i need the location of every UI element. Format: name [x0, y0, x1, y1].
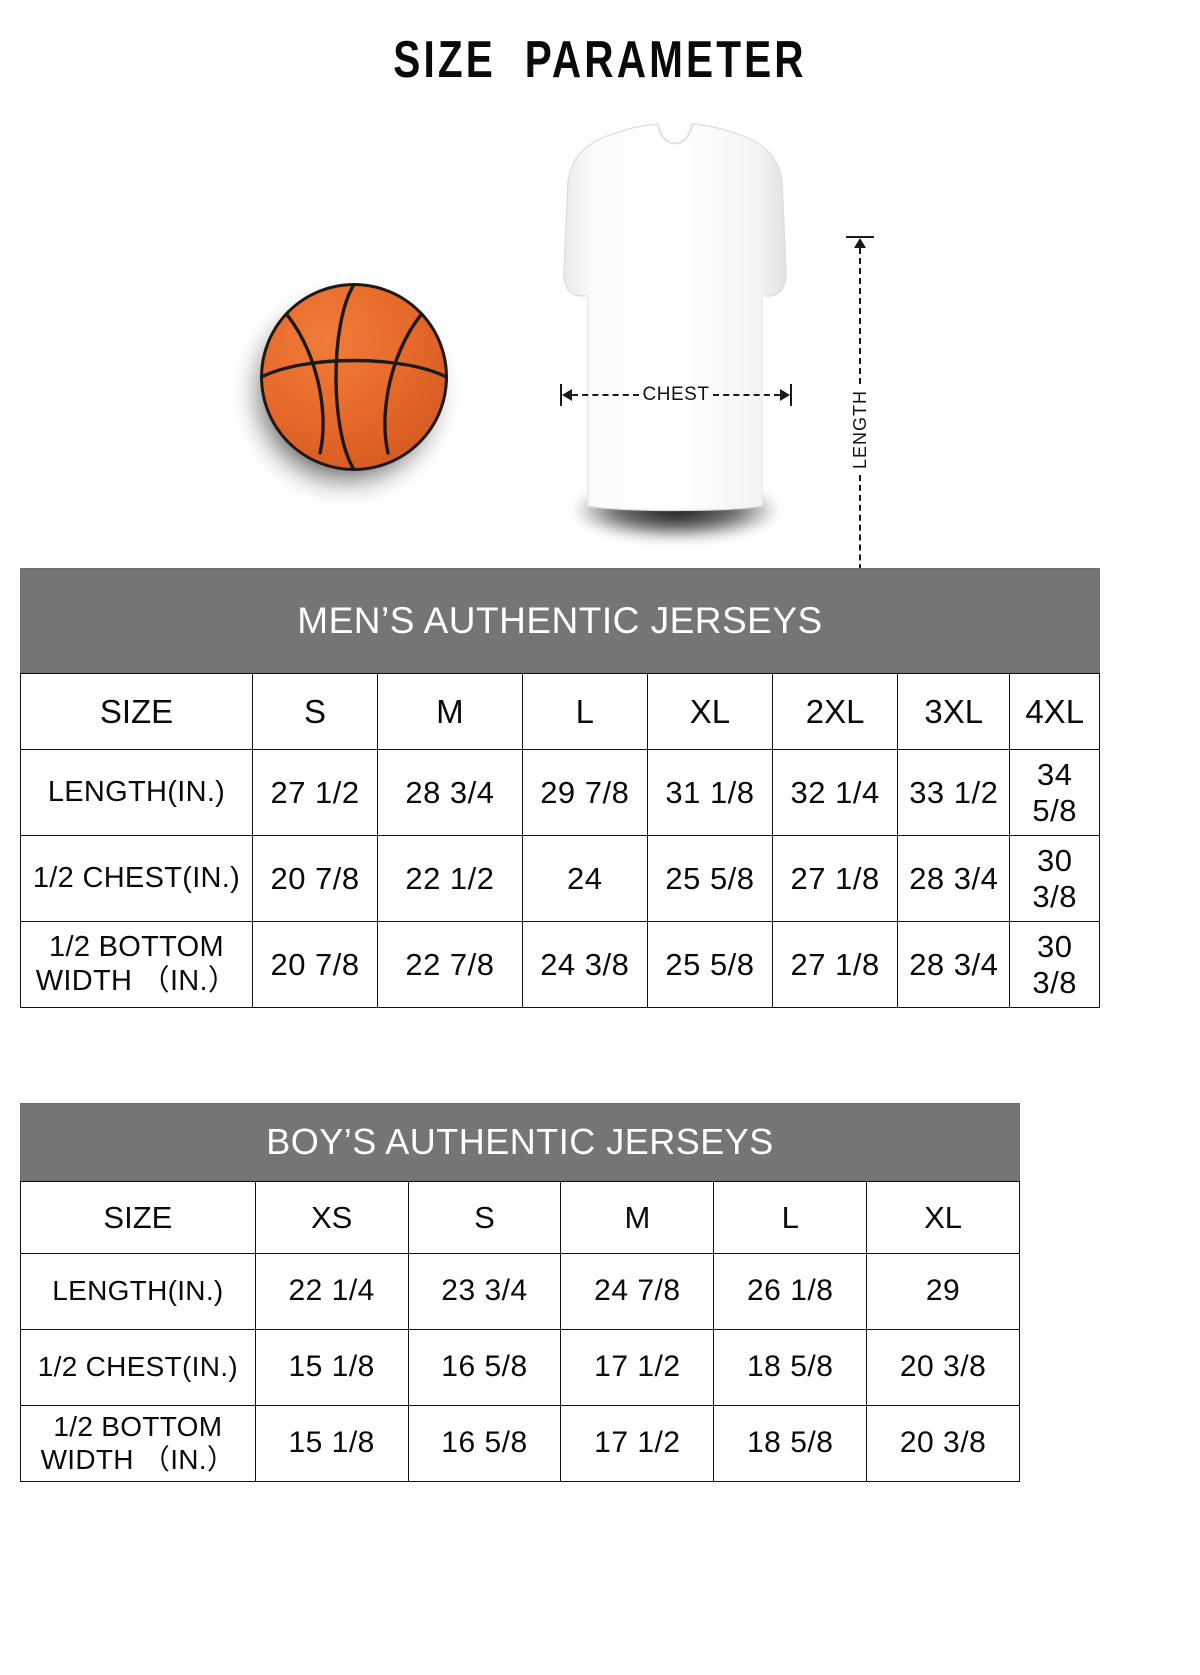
table-row: LENGTH(IN.) 22 1/4 23 3/4 24 7/8 26 1/8 29 — [20, 1253, 1020, 1330]
table-row: LENGTH(IN.) 27 1/2 28 3/4 29 7/8 31 1/8 32 1/… — [20, 749, 1100, 836]
column-header-s: S — [251, 673, 379, 750]
measurement-cell: 20 7/8 — [251, 921, 379, 1008]
measurement-cell: 26 1/8 — [713, 1253, 868, 1330]
boys-table-banner: BOY’S AUTHENTIC JERSEYS — [20, 1103, 1020, 1181]
chest-right-tick — [790, 384, 792, 406]
length-label: LENGTH — [849, 389, 870, 469]
basketball-body — [260, 283, 448, 471]
measurement-cell: 33 1/2 — [897, 749, 1011, 836]
measurement-cell: 18 5/8 — [713, 1405, 868, 1482]
boys-size-table-block: BOY’S AUTHENTIC JERSEYS SIZE XS S M L XL LENGT… — [20, 1103, 1020, 1482]
mens-size-table-block: MEN’S AUTHENTIC JERSEYS SIZE S M L XL 2XL 3XL 4… — [20, 568, 1100, 1008]
chest-dash-right — [713, 394, 780, 396]
measurement-cell: 29 7/8 — [521, 749, 648, 836]
boys-table-body: SIZE XS S M L XL LENGTH(IN.) 22 1/4 23 3/4 24 7/8… — [20, 1181, 1020, 1482]
column-header-4xl: 4XL — [1009, 673, 1100, 750]
measurement-cell: 17 1/2 — [560, 1329, 715, 1406]
mens-table-body: SIZE S M L XL 2XL 3XL 4XL LENGTH(IN.) 27 1/2 28 3/… — [20, 673, 1100, 1008]
length-top-arrow-icon — [854, 238, 866, 248]
measurement-cell: 20 3/8 — [866, 1329, 1020, 1406]
measurement-cell: 24 7/8 — [560, 1253, 715, 1330]
table-header-row: SIZE XS S M L XL — [20, 1181, 1020, 1254]
measurement-cell: 25 5/8 — [646, 921, 774, 1008]
column-header-2xl: 2XL — [772, 673, 899, 750]
chest-dimension: CHEST — [560, 382, 792, 408]
boys-size-table: SIZE XS S M L XL LENGTH(IN.) 22 1/4 23 3/4 24 7/8… — [20, 1181, 1020, 1482]
measurement-cell: 27 1/8 — [772, 835, 899, 922]
chest-label: CHEST — [642, 384, 710, 405]
length-top-tick — [846, 236, 874, 238]
row-header: 1/2 BOTTOM WIDTH （IN.） — [20, 921, 253, 1008]
column-header-l: L — [521, 673, 648, 750]
row-header: 1/2 CHEST(IN.) — [20, 1329, 256, 1406]
measurement-cell: 28 3/4 — [897, 835, 1011, 922]
measurement-cell: 20 7/8 — [251, 835, 379, 922]
row-header: 1/2 BOTTOM WIDTH （IN.） — [20, 1405, 256, 1482]
measurement-cell: 22 1/4 — [254, 1253, 409, 1330]
table-row: 1/2 BOTTOM WIDTH （IN.） 20 7/8 22 7/8 24 3/8… — [20, 921, 1100, 1008]
chest-right-arrow-icon — [780, 389, 790, 401]
column-header-xl: XL — [646, 673, 774, 750]
column-header-s: S — [407, 1181, 562, 1254]
basketball-seams-icon — [260, 283, 448, 471]
table-row: 1/2 BOTTOM WIDTH （IN.） 15 1/8 16 5/8 17 1/2… — [20, 1405, 1020, 1482]
table-row: 1/2 CHEST(IN.) 20 7/8 22 1/2 24 25 5/8 27 1/8… — [20, 835, 1100, 922]
row-header: LENGTH(IN.) — [20, 749, 253, 836]
column-header-xl: XL — [866, 1181, 1020, 1254]
measurement-cell: 20 3/8 — [866, 1405, 1020, 1482]
measurement-cell: 32 1/4 — [772, 749, 899, 836]
page-title: SIZE PARAMETER — [393, 31, 807, 89]
column-header-3xl: 3XL — [897, 673, 1011, 750]
table-header-row: SIZE S M L XL 2XL 3XL 4XL — [20, 673, 1100, 750]
length-dash-top — [859, 248, 861, 384]
chest-left-arrow-icon — [562, 389, 572, 401]
measurement-cell: 15 1/8 — [254, 1329, 409, 1406]
measurement-cell: 34 5/8 — [1009, 749, 1100, 836]
column-header-l: L — [713, 1181, 868, 1254]
column-header-size: SIZE — [20, 673, 253, 750]
row-header: 1/2 CHEST(IN.) — [20, 835, 253, 922]
chest-left-tick — [560, 384, 562, 406]
measurement-cell: 22 7/8 — [377, 921, 523, 1008]
measurement-cell: 16 5/8 — [407, 1405, 562, 1482]
illustration-area: CHEST LENGTH — [0, 110, 1200, 623]
column-header-m: M — [560, 1181, 715, 1254]
jersey-icon — [540, 120, 810, 540]
jersey-outline-icon — [563, 123, 787, 512]
row-header: LENGTH(IN.) — [20, 1253, 256, 1330]
measurement-cell: 16 5/8 — [407, 1329, 562, 1406]
basketball-icon — [232, 275, 462, 505]
measurement-cell: 24 3/8 — [521, 921, 648, 1008]
measurement-cell: 28 3/4 — [377, 749, 523, 836]
measurement-cell: 23 3/4 — [407, 1253, 562, 1330]
measurement-cell: 30 3/8 — [1009, 921, 1100, 1008]
measurement-cell: 22 1/2 — [377, 835, 523, 922]
measurement-cell: 24 — [521, 835, 648, 922]
measurement-cell: 27 1/2 — [251, 749, 379, 836]
measurement-cell: 25 5/8 — [646, 835, 774, 922]
measurement-cell: 28 3/4 — [897, 921, 1011, 1008]
measurement-cell: 30 3/8 — [1009, 835, 1100, 922]
measurement-cell: 18 5/8 — [713, 1329, 868, 1406]
measurement-cell: 27 1/8 — [772, 921, 899, 1008]
length-dash-bottom — [859, 474, 861, 611]
length-dimension: LENGTH — [840, 236, 880, 623]
column-header-size: SIZE — [20, 1181, 256, 1254]
column-header-m: M — [377, 673, 523, 750]
measurement-cell: 31 1/8 — [646, 749, 774, 836]
table-row: 1/2 CHEST(IN.) 15 1/8 16 5/8 17 1/2 18 5/8 20… — [20, 1329, 1020, 1406]
chest-dash-left — [572, 394, 639, 396]
measurement-cell: 15 1/8 — [254, 1405, 409, 1482]
measurement-cell: 17 1/2 — [560, 1405, 715, 1482]
mens-table-banner: MEN’S AUTHENTIC JERSEYS — [20, 568, 1100, 673]
column-header-xs: XS — [254, 1181, 409, 1254]
measurement-cell: 29 — [866, 1253, 1020, 1330]
mens-size-table: SIZE S M L XL 2XL 3XL 4XL LENGTH(IN.) 27 1/2 28 3/… — [20, 673, 1100, 1008]
